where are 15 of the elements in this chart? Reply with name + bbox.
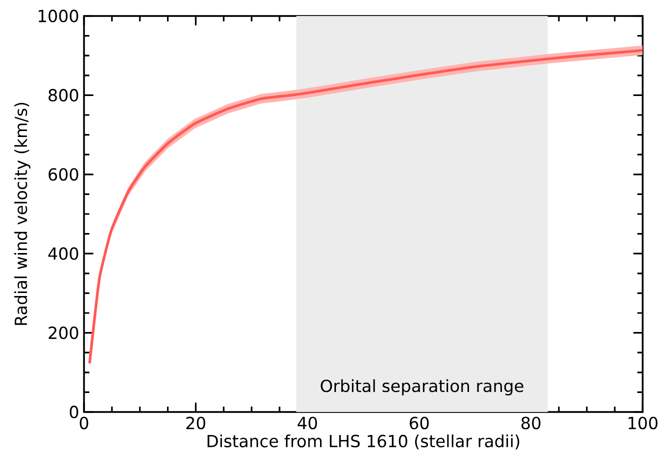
x-tick-label: 80: [521, 416, 540, 430]
x-axis-title: Distance from LHS 1610 (stellar radii): [208, 434, 520, 450]
x-tick-label: 0: [80, 416, 88, 430]
x-tick-label: 40: [298, 416, 317, 430]
y-axis-title: Radial wind velocity (km/s): [14, 102, 30, 325]
y-tick-label: 200: [48, 326, 78, 340]
y-tick-label: 400: [48, 247, 78, 260]
x-tick-label: 20: [186, 416, 206, 430]
y-tick-label: 0: [70, 406, 78, 418]
y-tick-label: 800: [48, 88, 78, 102]
y-tick-label: 600: [48, 168, 78, 181]
band-label: Orbital separation range: [320, 379, 524, 396]
x-tick-label: 100: [628, 416, 658, 430]
x-tick-label: 60: [410, 416, 429, 430]
y-tick-label: 1000: [38, 10, 78, 22]
